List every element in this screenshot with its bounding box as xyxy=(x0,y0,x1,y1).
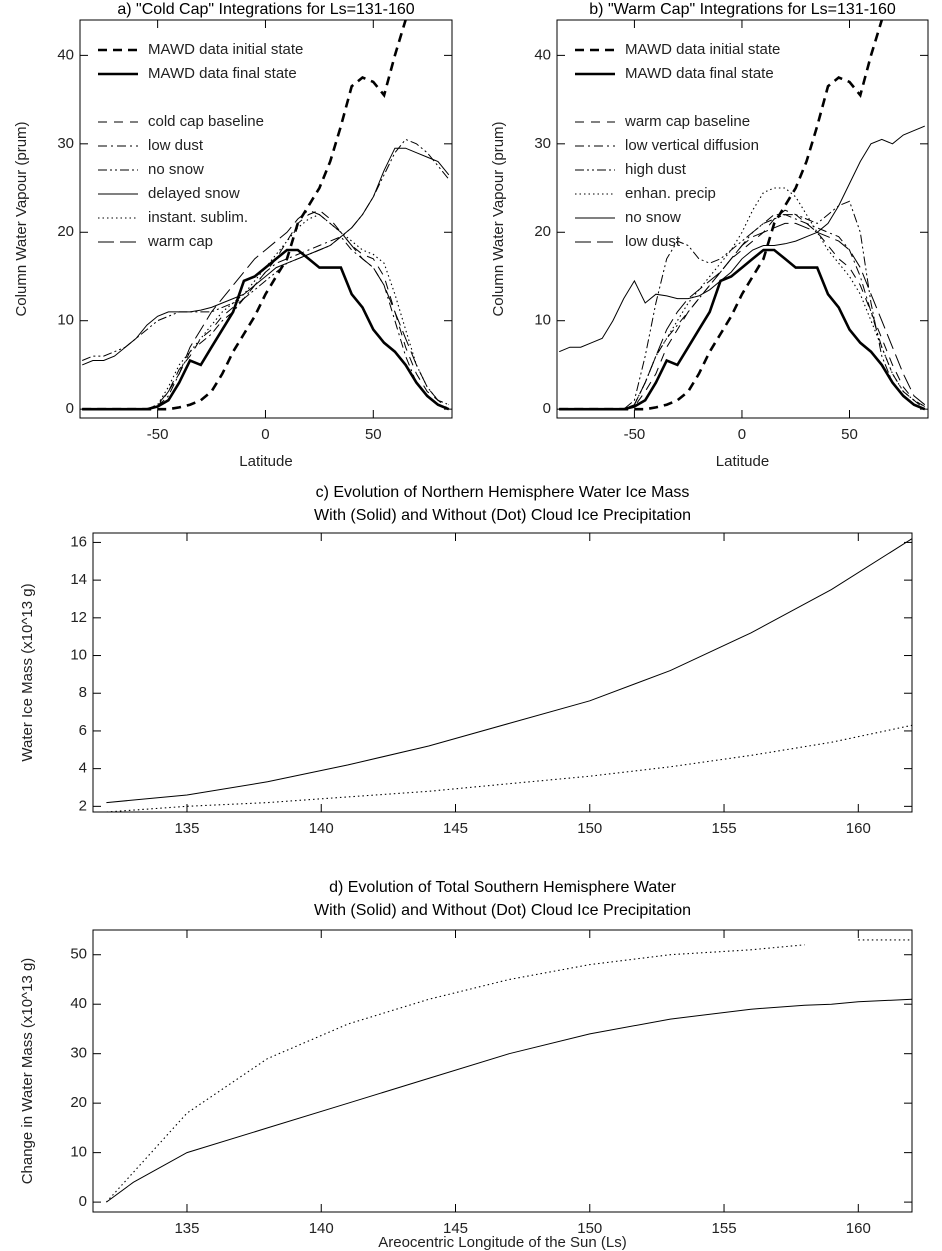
chart-title: c) Evolution of Northern Hemisphere Wate… xyxy=(316,484,690,501)
chart-panel: b) "Warm Cap" Integrations for Ls=131-16… xyxy=(490,1,929,470)
plot-frame xyxy=(79,19,453,419)
y-tick-label: 10 xyxy=(70,647,87,664)
y-axis-label: Column Water Vapour (prum) xyxy=(490,121,507,316)
x-tick-label: 50 xyxy=(365,426,382,443)
x-tick-label: 0 xyxy=(261,426,269,443)
y-tick-label: 40 xyxy=(57,46,74,63)
plot-frame xyxy=(92,532,913,813)
x-tick-label: -50 xyxy=(147,426,169,443)
chart-title: d) Evolution of Total Southern Hemispher… xyxy=(329,879,677,896)
legend-label: low dust xyxy=(625,233,681,250)
x-tick-label: -50 xyxy=(624,426,646,443)
x-axis-label: Latitude xyxy=(716,453,769,470)
y-axis-label: Water Ice Mass (x10^13 g) xyxy=(19,583,36,761)
data-line xyxy=(82,236,449,410)
y-tick-label: 0 xyxy=(543,400,551,417)
x-tick-label: 0 xyxy=(738,426,746,443)
y-tick-label: 20 xyxy=(70,1094,87,1111)
y-tick-label: 10 xyxy=(57,312,74,329)
x-tick-label: 150 xyxy=(577,820,602,837)
legend-label: delayed snow xyxy=(148,185,240,202)
x-tick-label: 155 xyxy=(712,1220,737,1237)
legend-label: cold cap baseline xyxy=(148,113,264,130)
x-tick-label: 155 xyxy=(712,820,737,837)
x-tick-label: 150 xyxy=(577,1220,602,1237)
y-tick-label: 0 xyxy=(79,1193,87,1210)
y-tick-label: 10 xyxy=(534,312,551,329)
data-line xyxy=(106,998,912,1203)
legend-label: warm cap xyxy=(147,233,213,250)
legend-label: instant. sublim. xyxy=(148,209,248,226)
chart-subtitle: With (Solid) and Without (Dot) Cloud Ice… xyxy=(314,507,691,524)
data-line xyxy=(82,248,450,411)
x-tick-label: 145 xyxy=(443,1220,468,1237)
legend-label: no snow xyxy=(148,161,204,178)
data-line xyxy=(82,147,450,366)
data-line xyxy=(559,222,926,410)
data-line xyxy=(106,724,912,812)
x-tick-label: 145 xyxy=(443,820,468,837)
data-line xyxy=(82,209,450,410)
x-axis-label: Latitude xyxy=(239,453,292,470)
y-tick-label: 40 xyxy=(70,995,87,1012)
x-tick-label: 160 xyxy=(846,820,871,837)
y-tick-label: 8 xyxy=(79,684,87,701)
y-tick-label: 30 xyxy=(70,1045,87,1062)
y-axis-label: Column Water Vapour (prum) xyxy=(13,121,30,316)
y-tick-label: 6 xyxy=(79,722,87,739)
data-line xyxy=(559,214,926,410)
y-tick-label: 2 xyxy=(79,797,87,814)
x-tick-label: 140 xyxy=(309,1220,334,1237)
legend-label: MAWD data final state xyxy=(625,65,774,82)
legend-label: enhan. precip xyxy=(625,185,716,202)
legend-label: MAWD data initial state xyxy=(625,41,780,58)
y-tick-label: 20 xyxy=(57,223,74,240)
y-tick-label: 20 xyxy=(534,223,551,240)
x-tick-label: 140 xyxy=(309,820,334,837)
y-tick-label: 10 xyxy=(70,1144,87,1161)
legend-label: high dust xyxy=(625,161,687,178)
y-axis-label: Change in Water Mass (x10^13 g) xyxy=(19,958,36,1185)
data-line xyxy=(82,138,450,361)
y-tick-label: 30 xyxy=(57,135,74,152)
data-line xyxy=(105,939,912,1203)
plot-frame xyxy=(92,929,913,1213)
chart-panel: a) "Cold Cap" Integrations for Ls=131-16… xyxy=(13,1,453,470)
data-line xyxy=(559,125,925,353)
legend-label: MAWD data initial state xyxy=(148,41,303,58)
legend-label: MAWD data final state xyxy=(148,65,297,82)
chart-subtitle: With (Solid) and Without (Dot) Cloud Ice… xyxy=(314,902,691,919)
data-line xyxy=(82,213,450,410)
data-line xyxy=(559,248,926,411)
y-tick-label: 30 xyxy=(534,135,551,152)
legend-label: low dust xyxy=(148,137,204,154)
chart-panel: c) Evolution of Northern Hemisphere Wate… xyxy=(19,484,913,837)
chart-panel: d) Evolution of Total Southern Hemispher… xyxy=(19,879,913,1251)
chart-title: a) "Cold Cap" Integrations for Ls=131-16… xyxy=(117,1,414,18)
x-tick-label: 50 xyxy=(841,426,858,443)
y-tick-label: 12 xyxy=(70,609,87,626)
chart-title: b) "Warm Cap" Integrations for Ls=131-16… xyxy=(589,1,896,18)
y-tick-label: 16 xyxy=(70,533,87,550)
y-tick-label: 0 xyxy=(66,400,74,417)
x-tick-label: 135 xyxy=(174,820,199,837)
plot-frame xyxy=(556,19,929,419)
y-tick-label: 40 xyxy=(534,46,551,63)
data-line xyxy=(106,538,912,804)
x-tick-label: 160 xyxy=(846,1220,871,1237)
legend-label: low vertical diffusion xyxy=(625,137,759,154)
x-tick-label: 135 xyxy=(174,1220,199,1237)
y-tick-label: 14 xyxy=(70,571,87,588)
data-line xyxy=(82,209,449,410)
data-line xyxy=(559,187,926,410)
y-tick-label: 4 xyxy=(79,760,87,777)
legend-label: no snow xyxy=(625,209,681,226)
x-axis-label: Areocentric Longitude of the Sun (Ls) xyxy=(378,1234,626,1251)
legend-label: warm cap baseline xyxy=(624,113,750,130)
y-tick-label: 50 xyxy=(70,946,87,963)
